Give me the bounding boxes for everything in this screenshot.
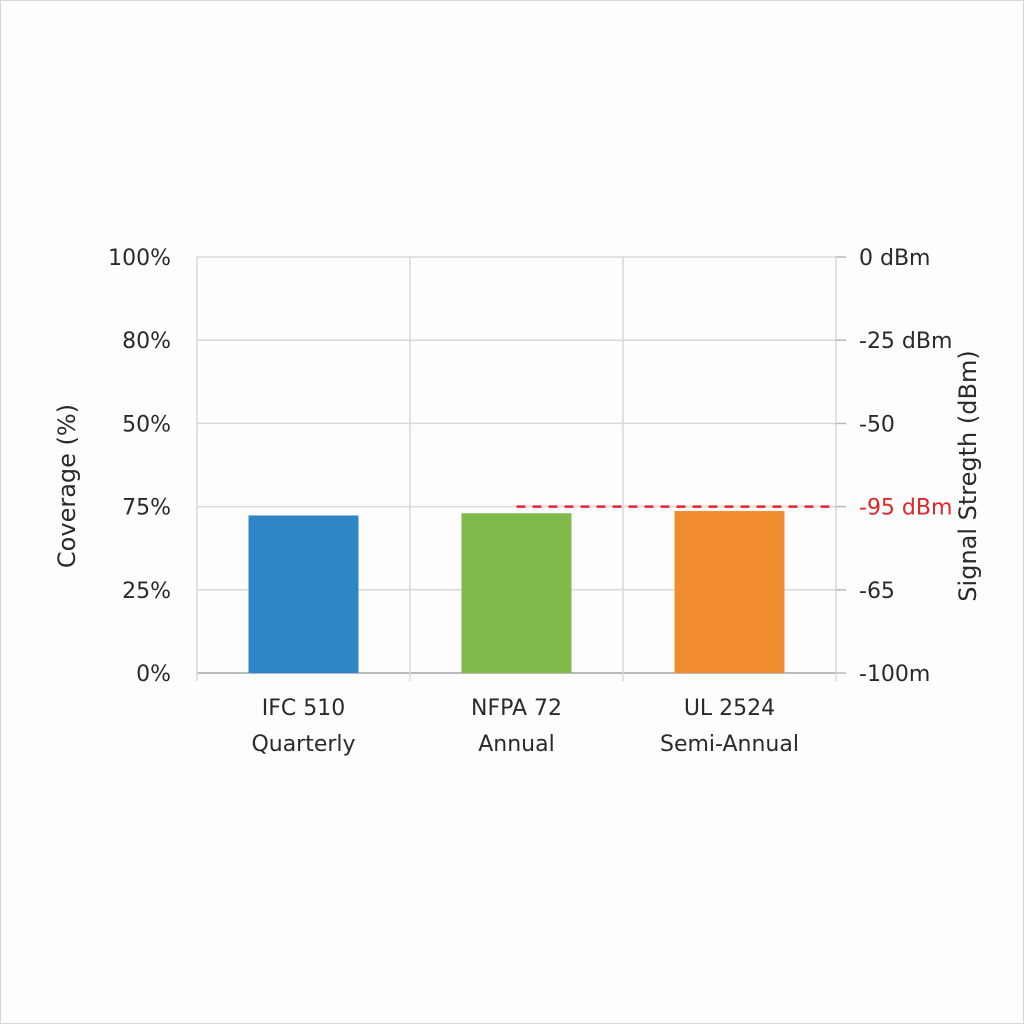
right-tick-label: -50 bbox=[859, 412, 895, 437]
bar-3 bbox=[674, 511, 785, 673]
right-axis-ticks: -100m -65 -95 dBm -50 -25 dBm 0 dBm bbox=[836, 246, 952, 687]
threshold-label: -95 dBm bbox=[859, 496, 952, 521]
left-tick-label: 100% bbox=[108, 246, 171, 271]
category-label: Quarterly bbox=[251, 732, 355, 757]
bars bbox=[248, 511, 785, 673]
left-tick-label: 25% bbox=[122, 579, 171, 604]
right-tick-label: -100m bbox=[859, 662, 930, 687]
category-label: Annual bbox=[478, 732, 554, 757]
left-axis-ticks: 0% 25% 75% 50% 80% 100% bbox=[108, 246, 171, 687]
category-label: Semi-Annual bbox=[660, 732, 799, 757]
category-label: NFPA 72 bbox=[471, 696, 562, 721]
bar-1 bbox=[248, 515, 359, 673]
right-tick-label: 0 dBm bbox=[859, 246, 930, 271]
left-tick-label: 75% bbox=[122, 496, 171, 521]
category-label: IFC 510 bbox=[262, 696, 346, 721]
left-tick-label: 80% bbox=[122, 329, 171, 354]
right-tick-label: -25 dBm bbox=[859, 329, 952, 354]
category-labels: IFC 510 Quarterly NFPA 72 Annual UL 2524 Semi… bbox=[251, 696, 799, 757]
right-tick-label: -65 bbox=[859, 579, 895, 604]
category-label: UL 2524 bbox=[684, 696, 775, 721]
left-tick-label: 0% bbox=[136, 662, 171, 687]
bar-2 bbox=[461, 513, 572, 673]
left-tick-label: 50% bbox=[122, 412, 171, 437]
left-axis-title: Coverage (%) bbox=[53, 404, 81, 568]
right-axis-title: Signal Stregth (dBm) bbox=[954, 350, 982, 601]
